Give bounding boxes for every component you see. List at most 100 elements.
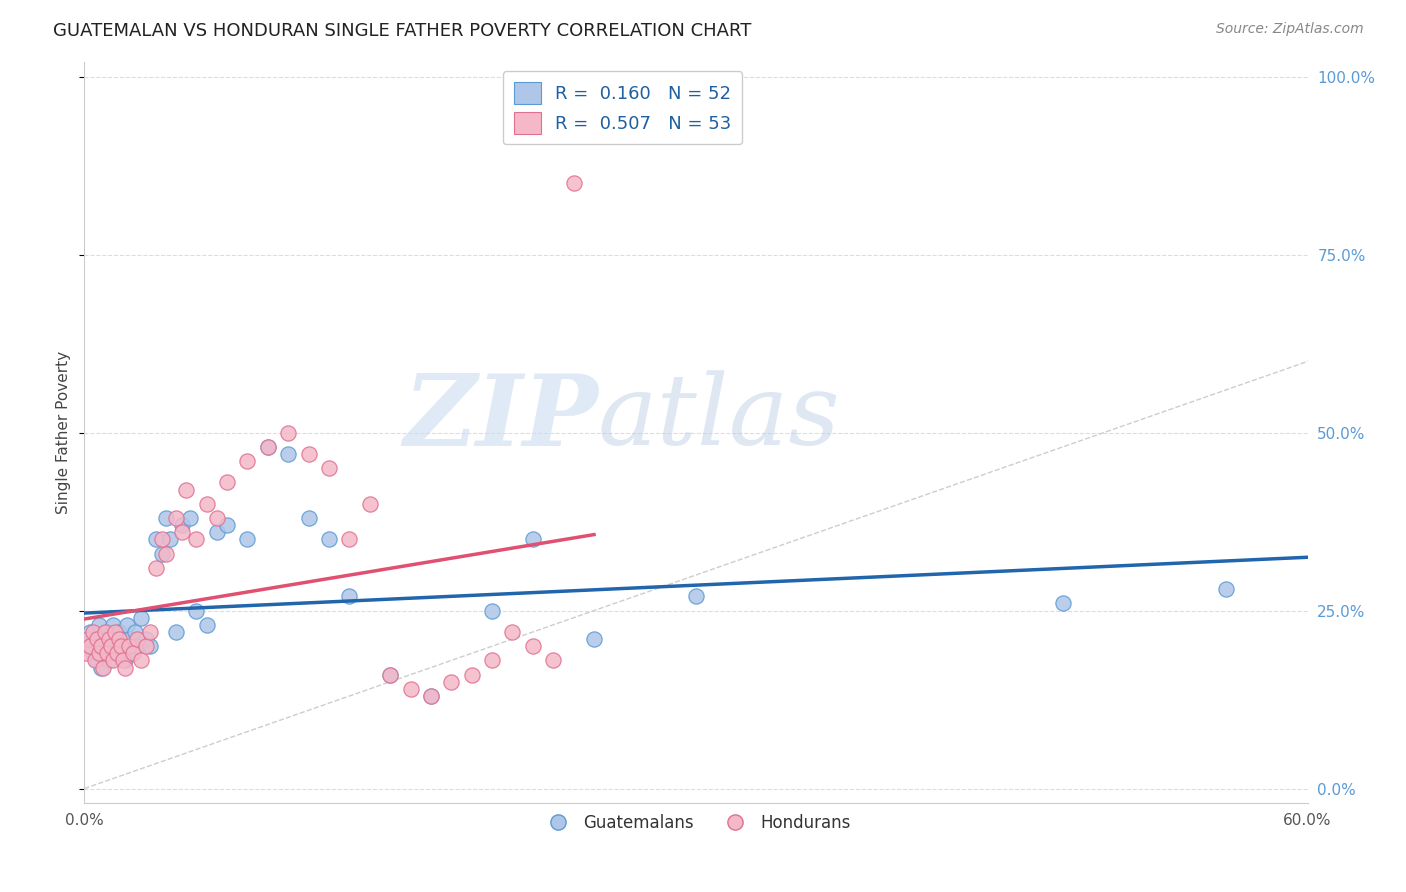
Point	[118, 632, 141, 646]
Point	[236, 454, 259, 468]
Point	[172, 518, 194, 533]
Point	[420, 689, 443, 703]
Point	[420, 689, 443, 703]
Point	[318, 461, 340, 475]
Point	[97, 632, 120, 646]
Point	[101, 653, 124, 667]
Text: ZIP: ZIP	[404, 369, 598, 466]
Point	[138, 639, 160, 653]
Point	[90, 660, 112, 674]
Point	[115, 617, 138, 632]
Point	[108, 632, 131, 646]
Point	[339, 590, 361, 604]
Point	[108, 624, 131, 639]
Point	[87, 646, 110, 660]
Point	[165, 624, 187, 639]
Point	[105, 632, 128, 646]
Point	[135, 639, 157, 653]
Point	[685, 590, 707, 604]
Point	[399, 681, 422, 696]
Point	[90, 639, 112, 653]
Point	[461, 667, 484, 681]
Point	[96, 624, 118, 639]
Point	[114, 653, 136, 667]
Point	[339, 533, 361, 547]
Point	[124, 624, 146, 639]
Point	[82, 624, 104, 639]
Point	[104, 624, 127, 639]
Point	[96, 646, 118, 660]
Point	[86, 653, 108, 667]
Point	[127, 632, 149, 646]
Point	[145, 561, 167, 575]
Point	[543, 653, 565, 667]
Point	[104, 646, 127, 660]
Point	[110, 639, 132, 653]
Point	[298, 511, 321, 525]
Point	[205, 511, 228, 525]
Point	[131, 611, 153, 625]
Point	[110, 639, 132, 653]
Point	[135, 632, 157, 646]
Point	[100, 639, 122, 653]
Point	[562, 177, 585, 191]
Point	[298, 447, 321, 461]
Point	[87, 617, 110, 632]
Point	[522, 639, 544, 653]
Point	[131, 653, 153, 667]
Point	[174, 483, 197, 497]
Text: GUATEMALAN VS HONDURAN SINGLE FATHER POVERTY CORRELATION CHART: GUATEMALAN VS HONDURAN SINGLE FATHER POV…	[53, 22, 752, 40]
Point	[127, 639, 149, 653]
Point	[502, 624, 524, 639]
Point	[481, 604, 503, 618]
Point	[86, 632, 108, 646]
Point	[91, 632, 114, 646]
Point	[77, 639, 100, 653]
Point	[195, 617, 218, 632]
Point	[150, 533, 173, 547]
Point	[277, 447, 299, 461]
Point	[277, 425, 299, 440]
Point	[205, 525, 228, 540]
Point	[481, 653, 503, 667]
Point	[195, 497, 218, 511]
Point	[83, 632, 105, 646]
Point	[257, 440, 280, 454]
Point	[120, 646, 142, 660]
Legend: Guatemalans, Hondurans: Guatemalans, Hondurans	[534, 807, 858, 838]
Point	[93, 646, 115, 660]
Point	[118, 639, 141, 653]
Point	[105, 646, 128, 660]
Point	[112, 653, 135, 667]
Point	[150, 547, 173, 561]
Point	[159, 533, 181, 547]
Point	[186, 533, 208, 547]
Point	[236, 533, 259, 547]
Point	[440, 674, 463, 689]
Point	[82, 646, 104, 660]
Point	[114, 660, 136, 674]
Point	[380, 667, 402, 681]
Point	[83, 653, 105, 667]
Point	[122, 646, 145, 660]
Point	[186, 604, 208, 618]
Point	[75, 646, 97, 660]
Text: Source: ZipAtlas.com: Source: ZipAtlas.com	[1216, 22, 1364, 37]
Point	[1215, 582, 1237, 597]
Point	[172, 525, 194, 540]
Point	[145, 533, 167, 547]
Point	[522, 533, 544, 547]
Point	[1052, 597, 1074, 611]
Point	[155, 547, 177, 561]
Point	[100, 639, 122, 653]
Point	[101, 617, 124, 632]
Point	[179, 511, 201, 525]
Point	[97, 653, 120, 667]
Point	[138, 624, 160, 639]
Y-axis label: Single Father Poverty: Single Father Poverty	[56, 351, 72, 514]
Point	[217, 475, 239, 490]
Point	[583, 632, 606, 646]
Text: atlas: atlas	[598, 370, 841, 466]
Point	[77, 632, 100, 646]
Point	[165, 511, 187, 525]
